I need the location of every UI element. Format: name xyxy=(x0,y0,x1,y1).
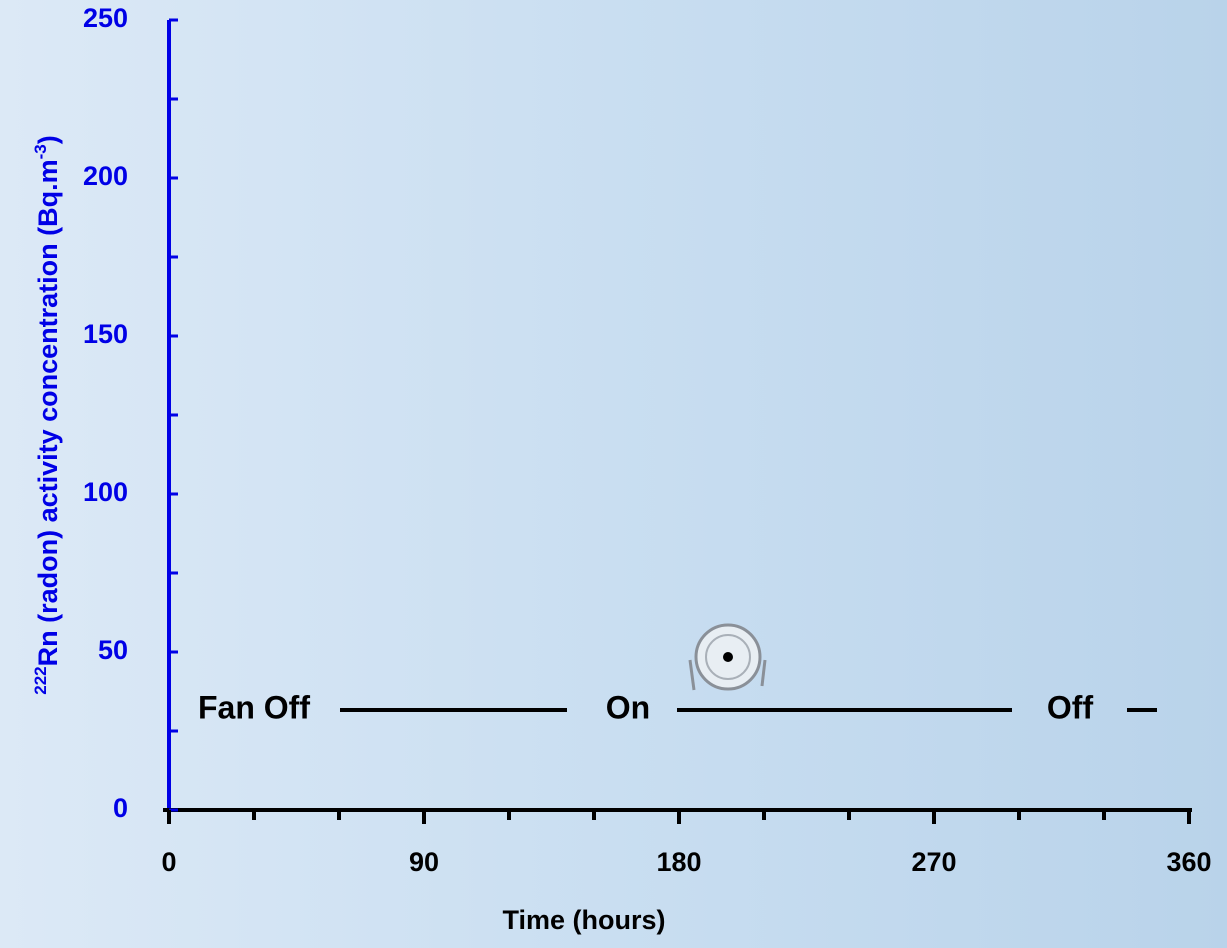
x-axis-title: Time (hours) xyxy=(502,905,665,935)
x-tick-label: 90 xyxy=(409,847,439,877)
chart: Time (hours) 222Rn (radon) activity conc… xyxy=(0,0,1227,948)
annotation: Off xyxy=(1047,689,1094,725)
y-tick-label: 0 xyxy=(113,793,128,823)
y-tick-label: 200 xyxy=(83,161,128,191)
background xyxy=(0,0,1227,948)
x-tick-label: 360 xyxy=(1166,847,1211,877)
x-tick-label: 0 xyxy=(161,847,176,877)
annotation: Fan Off xyxy=(198,689,310,725)
page: Time (hours) 222Rn (radon) activity conc… xyxy=(0,0,1227,948)
y-tick-label: 50 xyxy=(98,635,128,665)
y-title-prefix: 222 xyxy=(31,666,50,694)
y-title-suffix: ) xyxy=(33,135,63,144)
y-tick-label: 100 xyxy=(83,477,128,507)
x-tick-label: 270 xyxy=(911,847,956,877)
y-axis-title: 222Rn (radon) activity concentration (Bq… xyxy=(31,135,63,695)
x-tick-label: 180 xyxy=(656,847,701,877)
y-tick-label: 150 xyxy=(83,319,128,349)
y-tick-label: 250 xyxy=(83,3,128,33)
y-title-main: Rn (radon) activity concentration (Bq.m xyxy=(33,159,63,666)
y-title-exponent: -3 xyxy=(31,144,50,159)
annotation: On xyxy=(606,689,650,725)
